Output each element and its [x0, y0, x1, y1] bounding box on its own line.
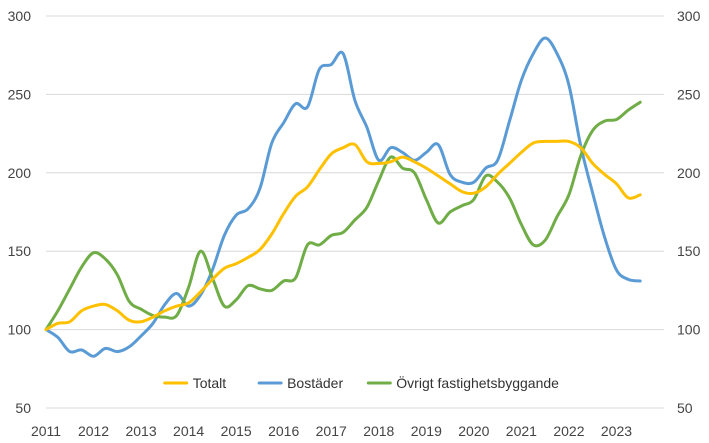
series-line-totalt	[44, 139, 642, 332]
x-tick-label: 2013	[125, 423, 156, 439]
y-tick-label-left: 50	[15, 400, 31, 416]
y-tick-label-right: 250	[677, 86, 701, 102]
series-line-bost-der	[44, 36, 642, 358]
y-tick-label-right: 150	[677, 243, 701, 259]
legend-label: Bostäder	[287, 375, 343, 391]
y-axis-left: 50 100 150 200 250 300	[8, 8, 32, 416]
x-tick-label: 2015	[221, 423, 252, 439]
x-axis: 2011 2012 2013 2014 2015 2016 2017 2018 2019 2020…	[31, 423, 632, 439]
x-tick-label: 2012	[78, 423, 109, 439]
y-tick-label-right: 300	[677, 8, 701, 24]
x-tick-label: 2022	[553, 423, 584, 439]
x-tick-label: 2017	[316, 423, 347, 439]
x-tick-label: 2019	[411, 423, 442, 439]
x-tick-label: 2018	[363, 423, 394, 439]
x-tick-label: 2016	[268, 423, 299, 439]
x-tick-label: 2014	[173, 423, 204, 439]
y-tick-label-right: 200	[677, 165, 701, 181]
x-tick-label: 2020	[458, 423, 489, 439]
y-tick-label-left: 150	[8, 243, 32, 259]
x-tick-label: 2011	[31, 423, 61, 439]
gridlines	[46, 15, 664, 409]
y-tick-label-right: 50	[677, 400, 693, 416]
series-line-vrigt-fastighetsbyggande	[44, 100, 642, 332]
x-tick-label: 2023	[601, 423, 632, 439]
y-axis-right: 50 100 150 200 250 300	[677, 8, 701, 416]
legend: Totalt Bostäder Övrigt fastighetsbyggande	[163, 374, 559, 391]
series-lines	[44, 36, 642, 358]
x-tick-label: 2021	[506, 423, 537, 439]
legend-label: Totalt	[193, 375, 227, 391]
legend-label: Övrigt fastighetsbyggande	[396, 374, 559, 391]
y-tick-label-left: 250	[8, 86, 32, 102]
y-tick-label-left: 300	[8, 8, 32, 24]
y-tick-label-left: 200	[8, 165, 32, 181]
y-tick-label-right: 100	[677, 322, 701, 338]
y-tick-label-left: 100	[8, 322, 32, 338]
